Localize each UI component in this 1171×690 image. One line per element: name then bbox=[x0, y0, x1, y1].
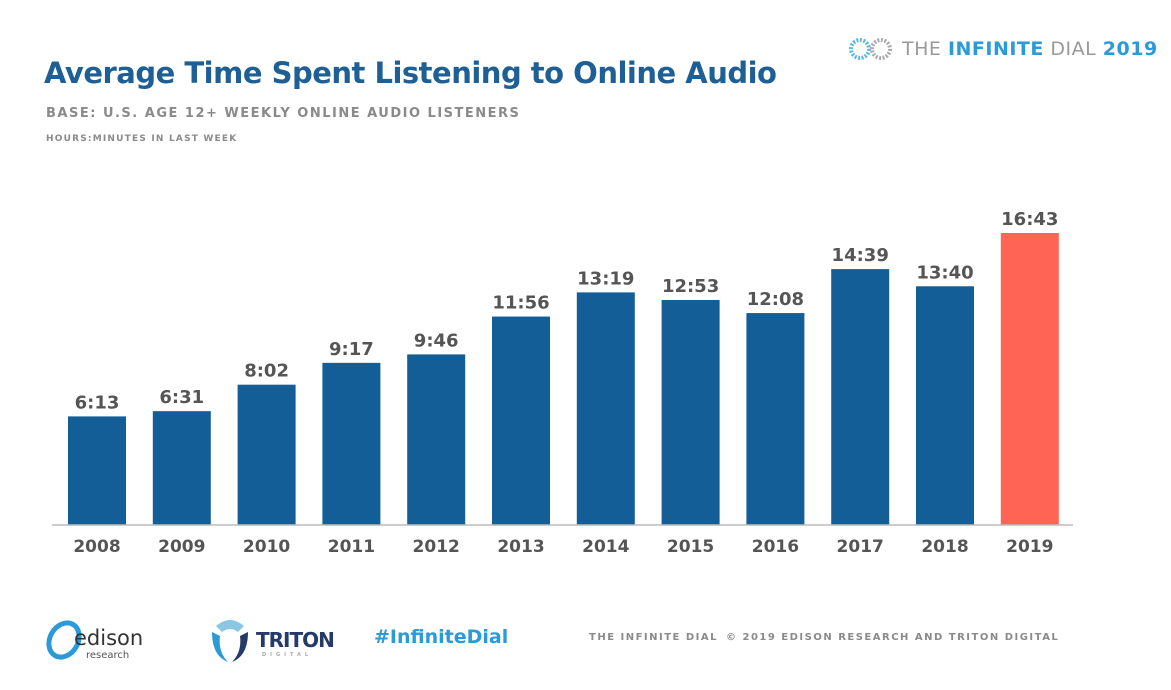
bar-2019 bbox=[1000, 233, 1059, 525]
data-label-2009: 6:31 bbox=[159, 387, 204, 408]
bar-2016 bbox=[746, 313, 805, 525]
bar-2018 bbox=[916, 286, 974, 525]
bar-2017 bbox=[831, 269, 890, 525]
bar-2015 bbox=[661, 299, 720, 525]
x-tick-2016: 2016 bbox=[752, 537, 799, 557]
bar-2013 bbox=[492, 316, 550, 525]
edison-text: edison bbox=[74, 626, 144, 650]
triton-text: TRITON bbox=[256, 628, 335, 652]
subtitle: BASE: U.S. AGE 12+ WEEKLY ONLINE AUDIO L… bbox=[46, 106, 521, 121]
triton-emblem-icon bbox=[212, 620, 248, 662]
x-tick-2010: 2010 bbox=[243, 537, 290, 557]
brand-highlight: INFINITE bbox=[947, 38, 1044, 60]
hashtag: #InfiniteDial bbox=[374, 626, 509, 648]
page-title: Average Time Spent Listening to Online A… bbox=[44, 56, 777, 90]
data-label-2008: 6:13 bbox=[75, 392, 120, 413]
data-label-2015: 12:53 bbox=[662, 276, 719, 297]
data-label-2019: 16:43 bbox=[1001, 209, 1058, 230]
credit-left: THE INFINITE DIAL bbox=[589, 632, 719, 643]
x-tick-2019: 2019 bbox=[1006, 537, 1053, 557]
bar-chart: 6:13 2008 6:31 2009 8:02 2010 9:17 2011 9:46 2012… bbox=[52, 209, 1073, 557]
x-tick-2009: 2009 bbox=[158, 537, 205, 557]
edison-subtext: research bbox=[86, 650, 130, 661]
x-tick-2011: 2011 bbox=[328, 537, 375, 557]
data-label-2017: 14:39 bbox=[832, 245, 889, 266]
bar-2009 bbox=[152, 411, 211, 525]
triton-subtext: DIGITAL bbox=[262, 652, 313, 658]
data-label-2013: 11:56 bbox=[492, 293, 549, 314]
brand-suffix: DIAL bbox=[1043, 38, 1097, 60]
bar-2011 bbox=[322, 362, 381, 525]
data-label-2016: 12:08 bbox=[747, 289, 804, 310]
bar-2014 bbox=[576, 292, 635, 525]
bar-2012 bbox=[407, 354, 466, 525]
x-tick-2015: 2015 bbox=[667, 537, 714, 557]
data-label-2018: 13:40 bbox=[916, 262, 973, 283]
x-tick-2014: 2014 bbox=[582, 537, 629, 557]
data-label-2012: 9:46 bbox=[414, 330, 459, 351]
x-tick-2018: 2018 bbox=[921, 537, 968, 557]
brand-prefix: THE bbox=[902, 38, 948, 60]
data-label-2014: 13:19 bbox=[577, 268, 634, 289]
bar-2008 bbox=[68, 416, 126, 525]
unit-note: HOURS:MINUTES IN LAST WEEK bbox=[46, 134, 238, 144]
data-label-2011: 9:17 bbox=[329, 339, 374, 360]
x-tick-2013: 2013 bbox=[497, 537, 544, 557]
x-tick-2008: 2008 bbox=[73, 537, 120, 557]
infinite-dial-logo: THE INFINITE DIAL 2019 bbox=[848, 36, 1158, 62]
credit-right: © 2019 EDISON RESEARCH AND TRITON DIGITA… bbox=[726, 632, 1060, 643]
edison-swirl-icon bbox=[46, 620, 82, 660]
infinity-icon bbox=[849, 38, 892, 60]
x-tick-2012: 2012 bbox=[413, 537, 460, 557]
bar-2010 bbox=[237, 384, 296, 525]
data-label-2010: 8:02 bbox=[244, 361, 289, 382]
brand-year: 2019 bbox=[1102, 38, 1158, 60]
x-tick-2017: 2017 bbox=[837, 537, 884, 557]
